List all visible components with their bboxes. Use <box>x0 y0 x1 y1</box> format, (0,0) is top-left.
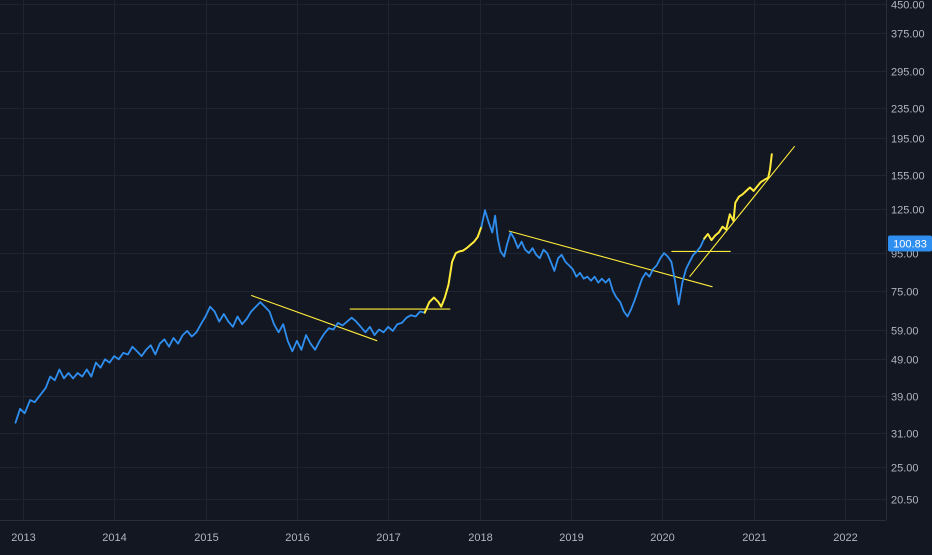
y-tick-label: 195.00 <box>891 134 925 146</box>
trendlines[interactable] <box>251 145 796 342</box>
x-tick-label: 2013 <box>11 532 35 544</box>
y-tick-label: 20.50 <box>891 495 919 507</box>
last-price-label: 100.83 <box>893 239 927 251</box>
y-tick-label: 31.00 <box>891 429 919 441</box>
x-tick-label: 2019 <box>559 532 583 544</box>
x-tick-label: 2021 <box>742 532 766 544</box>
price-line <box>480 209 706 318</box>
trendline[interactable] <box>689 145 796 278</box>
highlight-segment-line <box>423 225 483 314</box>
x-tick-label: 2020 <box>650 532 674 544</box>
last-price-tag: 100.83 <box>888 235 932 252</box>
last-price-badge <box>888 235 932 252</box>
price-line <box>14 301 426 424</box>
x-tick-label: 2017 <box>376 532 400 544</box>
highlight-segment-line <box>703 153 773 242</box>
y-tick-label: 25.00 <box>891 463 919 475</box>
series <box>14 153 773 424</box>
y-tick-label: 49.00 <box>891 355 919 367</box>
x-tick-label: 2022 <box>833 532 857 544</box>
y-tick-label: 59.00 <box>891 326 919 338</box>
grid <box>0 0 886 520</box>
trendline[interactable] <box>251 294 378 342</box>
y-tick-label: 75.00 <box>891 287 919 299</box>
x-tick-label: 2015 <box>194 532 218 544</box>
y-tick-label: 295.00 <box>891 67 925 79</box>
y-tick-label: 155.00 <box>891 171 925 183</box>
x-tick-label: 2014 <box>102 532 126 544</box>
y-tick-label: 125.00 <box>891 205 925 217</box>
time-axis[interactable]: 2013 2014 2015 2016 2017 2018 2019 2020 2021 2022 <box>11 532 857 544</box>
x-tick-label: 2018 <box>468 532 492 544</box>
price-axis[interactable]: 450.00 375.00 295.00 235.00 195.00 155.00 125.… <box>891 0 925 507</box>
x-tick-label: 2016 <box>285 532 309 544</box>
y-tick-label: 235.00 <box>891 104 925 116</box>
y-tick-label: 450.00 <box>891 0 925 12</box>
y-tick-label: 375.00 <box>891 29 925 41</box>
y-tick-label: 39.00 <box>891 392 919 404</box>
trendline[interactable] <box>508 230 713 288</box>
